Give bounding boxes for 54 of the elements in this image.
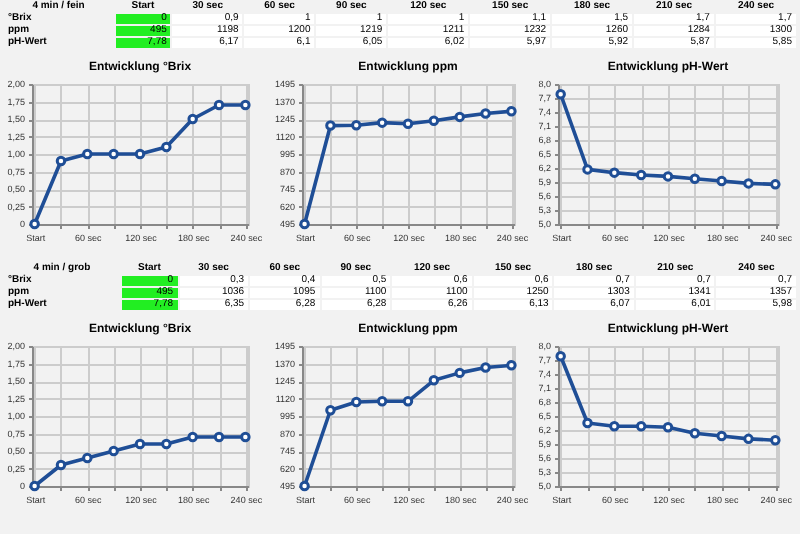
point xyxy=(134,148,146,160)
point xyxy=(29,218,40,230)
point xyxy=(582,164,594,175)
point xyxy=(582,417,594,429)
point xyxy=(663,421,674,433)
point xyxy=(324,405,336,416)
point xyxy=(55,459,67,471)
point xyxy=(717,430,728,442)
point xyxy=(717,175,728,187)
point xyxy=(636,421,648,432)
point xyxy=(213,431,225,443)
point xyxy=(453,111,465,123)
point xyxy=(213,99,225,111)
point xyxy=(453,367,465,379)
point xyxy=(505,106,516,117)
point xyxy=(636,169,648,181)
point xyxy=(743,178,755,189)
point xyxy=(479,108,491,119)
point xyxy=(609,167,621,178)
point xyxy=(82,452,93,464)
point xyxy=(134,438,146,450)
point xyxy=(690,173,701,184)
point xyxy=(427,115,439,127)
point xyxy=(402,396,413,407)
point xyxy=(187,431,198,443)
point xyxy=(505,360,516,371)
point xyxy=(743,433,755,445)
point xyxy=(376,396,387,407)
point xyxy=(350,396,361,408)
point xyxy=(427,375,439,386)
point xyxy=(479,362,491,373)
point xyxy=(108,445,119,457)
point xyxy=(770,179,782,190)
point xyxy=(402,118,413,129)
point xyxy=(770,435,782,446)
point xyxy=(663,171,674,182)
point xyxy=(324,120,336,131)
point xyxy=(240,99,251,111)
point xyxy=(240,431,251,443)
point xyxy=(350,120,361,131)
point xyxy=(376,117,387,128)
point xyxy=(55,155,67,167)
point xyxy=(29,480,40,492)
point xyxy=(556,89,567,100)
point xyxy=(161,141,172,153)
point xyxy=(187,113,198,125)
point xyxy=(298,480,310,492)
point xyxy=(161,438,172,450)
point xyxy=(690,428,701,439)
point xyxy=(82,148,93,160)
point xyxy=(108,148,119,160)
point xyxy=(556,351,567,362)
point xyxy=(609,421,621,432)
point xyxy=(298,218,310,230)
